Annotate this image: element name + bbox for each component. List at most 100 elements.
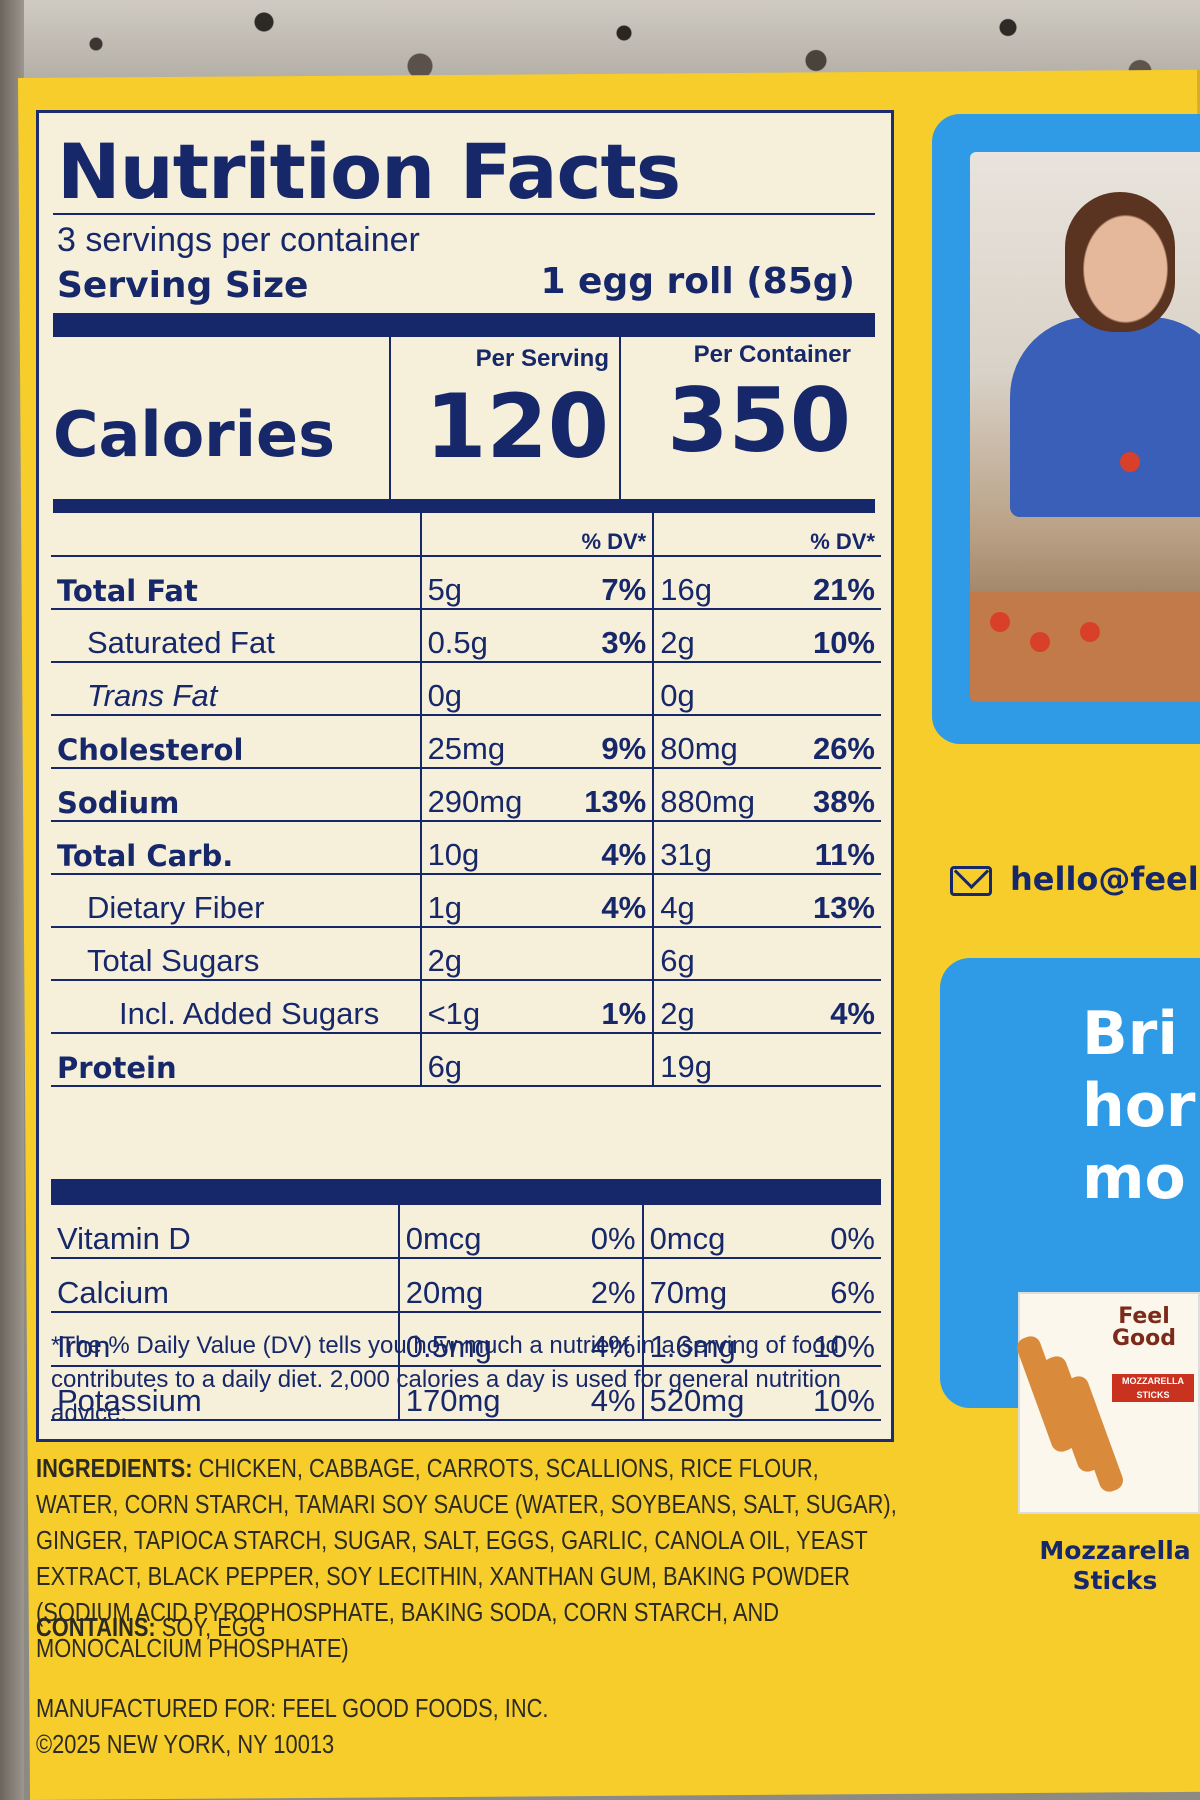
nutrient-table: % DV* % DV* Total Fat 5g 7% 16g 21% Satu… <box>51 513 881 1087</box>
dv-per-container: 10% <box>789 1312 881 1367</box>
dv-per-serving: 4% <box>564 821 654 875</box>
chef-photo <box>970 152 1200 702</box>
column-divider <box>619 337 621 513</box>
contact-email: hello@feel <box>1010 860 1199 898</box>
mail-icon <box>950 866 992 896</box>
amount-per-container: 16g <box>652 556 793 610</box>
nutrient-name: Sodium <box>51 768 421 822</box>
tomato <box>1120 452 1140 472</box>
vitamin-name: Potassium <box>51 1366 399 1421</box>
dv-header: % DV* <box>792 513 881 557</box>
amount-per-serving: 2g <box>419 927 565 981</box>
calories-per-container: 350 <box>667 369 851 472</box>
amount-per-serving: 0.5mg <box>397 1312 551 1367</box>
vitamin-name: Vitamin D <box>51 1205 399 1259</box>
serving-size-value: 1 egg roll (85g) <box>540 261 855 302</box>
dv-per-serving: 4% <box>550 1312 643 1367</box>
nutrient-name: Protein <box>51 1033 421 1087</box>
dv-per-container: 26% <box>792 715 881 769</box>
amount-per-serving: 6g <box>419 1033 565 1087</box>
nutrient-row: Sodium 290mg 13% 880mg 38% <box>51 768 881 822</box>
chef-figure <box>1010 317 1200 517</box>
per-serving-label: Per Serving <box>475 345 609 372</box>
dv-per-serving: 9% <box>564 715 654 769</box>
nutrient-row: Total Carb. 10g 4% 31g 11% <box>51 821 881 875</box>
amount-per-container: 19g <box>652 1033 793 1087</box>
chef-photo-card <box>932 114 1200 744</box>
promo-headline: Bri hor mo <box>1082 999 1196 1213</box>
vitamin-table: Vitamin D 0mcg 0% 0mcg 0% Calcium 20mg 2… <box>51 1205 881 1421</box>
tomato <box>1030 632 1050 652</box>
nutrient-row: Total Sugars 2g 6g <box>51 927 881 981</box>
nutrient-row: Total Fat 5g 7% 16g 21% <box>51 556 881 610</box>
manufacturer-line: MANUFACTURED FOR: FEEL GOOD FOODS, INC. <box>36 1693 549 1723</box>
nutrient-row: Incl. Added Sugars <1g 1% 2g 4% <box>51 980 881 1034</box>
dv-per-container: 10% <box>792 609 881 663</box>
nutrient-row: Saturated Fat 0.5g 3% 2g 10% <box>51 609 881 663</box>
serving-size-label: Serving Size <box>57 265 309 306</box>
dv-per-container: 13% <box>792 874 881 928</box>
amount-per-container: 0g <box>652 662 793 716</box>
dv-per-container: 11% <box>792 821 881 875</box>
nutrient-name: Total Carb. <box>51 821 421 875</box>
amount-per-serving: 20mg <box>397 1258 551 1313</box>
dv-per-container: 0% <box>789 1205 881 1259</box>
amount-per-serving: 5g <box>419 556 565 610</box>
amount-per-container: 2g <box>652 980 793 1034</box>
dv-per-serving: 7% <box>564 556 654 610</box>
thick-divider <box>53 499 875 513</box>
dv-per-container <box>792 1033 881 1087</box>
chef-head <box>1065 192 1175 332</box>
amount-per-serving: <1g <box>419 980 565 1034</box>
product-thumbnail: Feel Good MOZZARELLA STICKS <box>1014 1292 1200 1514</box>
nutrient-name: Total Sugars <box>51 927 421 981</box>
manufacturer-info: MANUFACTURED FOR: FEEL GOOD FOODS, INC. … <box>36 1690 548 1762</box>
nutrient-row: Trans Fat 0g 0g <box>51 662 881 716</box>
amount-per-container: 80mg <box>652 715 793 769</box>
allergen-statement: CONTAINS: SOY, EGG <box>36 1612 266 1643</box>
daily-value-footnote: *The % Daily Value (DV) tells you how mu… <box>51 1332 841 1427</box>
amount-per-serving: 1g <box>419 874 565 928</box>
amount-per-container: 0mcg <box>641 1205 790 1259</box>
dv-per-container <box>792 662 881 716</box>
divider <box>53 213 875 215</box>
amount-per-serving: 0g <box>419 662 565 716</box>
calories-per-serving: 120 <box>425 375 609 478</box>
thick-divider <box>53 313 875 337</box>
dv-per-serving <box>564 1033 654 1087</box>
tomato <box>1080 622 1100 642</box>
amount-per-container: 4g <box>652 874 793 928</box>
amount-per-serving: 290mg <box>419 768 565 822</box>
amount-per-container: 31g <box>652 821 793 875</box>
nutrient-name: Incl. Added Sugars <box>51 980 421 1034</box>
amount-per-container: 2g <box>652 609 793 663</box>
column-divider <box>389 337 391 513</box>
vitamin-row: Iron 0.5mg 4% 1.6mg 10% <box>51 1312 881 1367</box>
dv-header: % DV* <box>564 513 654 557</box>
ingredients-text: INGREDIENTS: CHICKEN, CABBAGE, CARROTS, … <box>36 1450 901 1666</box>
ingredients-list: CHICKEN, CABBAGE, CARROTS, SCALLIONS, RI… <box>36 1453 897 1663</box>
nutrient-name: Cholesterol <box>51 715 421 769</box>
amount-per-serving: 25mg <box>419 715 565 769</box>
ingredients-label: INGREDIENTS: <box>36 1453 193 1483</box>
nutrition-facts-panel: Nutrition Facts 3 servings per container… <box>36 110 894 1442</box>
product-caption: Mozzarella Sticks <box>1039 1536 1191 1595</box>
amount-per-container: 1.6mg <box>641 1312 790 1367</box>
dv-per-container: 38% <box>792 768 881 822</box>
amount-per-container: 70mg <box>641 1258 790 1313</box>
copyright-line: ©2025 NEW YORK, NY 10013 <box>36 1729 335 1759</box>
amount-per-serving: 170mg <box>397 1366 551 1421</box>
vitamin-name: Calcium <box>51 1258 399 1313</box>
tomato <box>990 612 1010 632</box>
nutrient-row: Cholesterol 25mg 9% 80mg 26% <box>51 715 881 769</box>
amount-per-container: 6g <box>652 927 793 981</box>
dv-per-container: 10% <box>789 1366 881 1421</box>
dv-per-container: 6% <box>789 1258 881 1313</box>
dv-per-serving: 4% <box>550 1366 643 1421</box>
nutrient-name: Dietary Fiber <box>51 874 421 928</box>
dv-per-serving: 1% <box>564 980 654 1034</box>
servings-per-container: 3 servings per container <box>57 221 420 259</box>
dv-per-container <box>792 927 881 981</box>
brand-logo: Feel Good <box>1112 1304 1177 1351</box>
vitamin-name: Iron <box>51 1312 399 1367</box>
